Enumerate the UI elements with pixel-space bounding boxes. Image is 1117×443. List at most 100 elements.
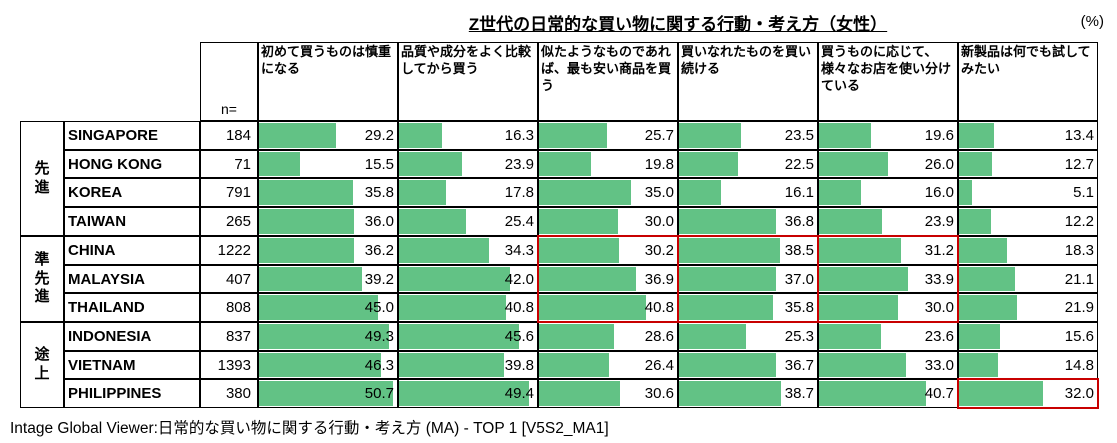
n-value-cell: 265 [200,207,258,236]
value-cell: 21.1 [958,265,1098,293]
cell-value: 30.0 [924,299,954,316]
data-bar [679,324,746,349]
data-bar [399,209,466,234]
data-bar [959,324,1000,349]
n-label-cell: n= [200,42,258,121]
data-bar [259,324,389,349]
cell-value: 13.4 [1064,127,1094,144]
data-bar [959,267,1015,291]
n-value-cell: 1222 [200,236,258,265]
value-cell: 28.6 [538,322,678,351]
cell-value: 23.9 [924,213,954,230]
data-bar [399,295,506,320]
n-value-cell: 184 [200,121,258,150]
value-cell: 38.7 [678,379,818,408]
value-cell: 45.0 [258,293,398,322]
source-note: Intage Global Viewer:日常的な買い物に関する行動・考え方 (… [10,420,609,437]
cell-value: 50.7 [364,385,394,402]
data-bar [259,381,393,406]
cell-value: 12.2 [1064,213,1094,230]
cell-value: 36.8 [784,213,814,230]
cell-value: 21.9 [1064,299,1094,316]
data-bar [819,381,926,406]
data-bar [539,180,631,205]
group-label-cell: 先 進 [20,121,64,236]
value-cell: 12.7 [958,150,1098,178]
data-bar [959,353,998,377]
data-bar [959,295,1017,320]
data-bar [959,123,994,148]
data-bar [399,123,442,148]
country-cell: INDONESIA [64,322,200,351]
cell-value: 46.3 [364,356,394,374]
value-cell: 38.5 [678,236,818,265]
value-cell: 25.7 [538,121,678,150]
data-bar [679,152,738,176]
value-cell: 23.9 [818,207,958,236]
value-cell: 35.8 [258,178,398,207]
data-bar [259,353,381,377]
cell-value: 25.4 [504,213,534,230]
value-cell: 36.9 [538,265,678,293]
value-cell: 39.2 [258,265,398,293]
data-bar [539,324,614,349]
value-cell: 40.8 [538,293,678,322]
value-cell: 45.6 [398,322,538,351]
cell-value: 42.0 [504,270,534,288]
value-cell: 40.8 [398,293,538,322]
n-value-cell: 380 [200,379,258,408]
data-bar [819,238,901,263]
value-cell: 37.0 [678,265,818,293]
cell-value: 12.7 [1064,155,1094,173]
column-header: 買うものに応じて、様々なお店を使い分けている [818,42,958,121]
value-cell: 19.8 [538,150,678,178]
value-cell: 31.2 [818,236,958,265]
value-cell: 46.3 [258,351,398,379]
value-cell: 36.2 [258,236,398,265]
data-bar [259,295,378,320]
data-bar [399,180,446,205]
data-bar [399,152,462,176]
cell-value: 34.3 [504,242,534,259]
cell-value: 16.3 [504,127,534,144]
country-cell: VIETNAM [64,351,200,379]
value-cell: 26.4 [538,351,678,379]
data-bar [539,381,620,406]
country-cell: PHILIPPINES [64,379,200,408]
cell-value: 21.1 [1064,270,1094,288]
column-header: 初めて買うものは慎重になる [258,42,398,121]
n-value-cell: 791 [200,178,258,207]
value-cell: 33.0 [818,351,958,379]
cell-value: 5.1 [1073,184,1094,201]
cell-value: 30.2 [644,242,674,259]
value-cell: 35.0 [538,178,678,207]
value-cell: 15.5 [258,150,398,178]
group-label-cell: 準 先 進 [20,236,64,322]
value-cell: 39.8 [398,351,538,379]
value-cell: 23.5 [678,121,818,150]
data-bar [539,123,607,148]
data-bar [959,238,1007,263]
n-value-cell: 71 [200,150,258,178]
data-bar [539,353,609,377]
page-title: Z世代の日常的な買い物に関する行動・考え方（女性） [468,15,888,34]
country-cell: SINGAPORE [64,121,200,150]
data-bar [679,267,776,291]
cell-value: 30.6 [644,385,674,402]
data-bar [819,180,861,205]
cell-value: 31.2 [924,242,954,259]
value-cell: 40.7 [818,379,958,408]
value-cell: 32.0 [958,379,1098,408]
data-bar [539,152,591,176]
data-bar [679,123,741,148]
cell-value: 38.5 [784,242,814,259]
data-bar [399,353,504,377]
data-bar [259,267,362,291]
cell-value: 39.2 [364,270,394,288]
value-cell: 30.0 [538,207,678,236]
country-cell: CHINA [64,236,200,265]
unit-label: (%) [1080,13,1104,30]
data-bar [819,123,871,148]
data-bar [399,267,510,291]
value-cell: 16.1 [678,178,818,207]
